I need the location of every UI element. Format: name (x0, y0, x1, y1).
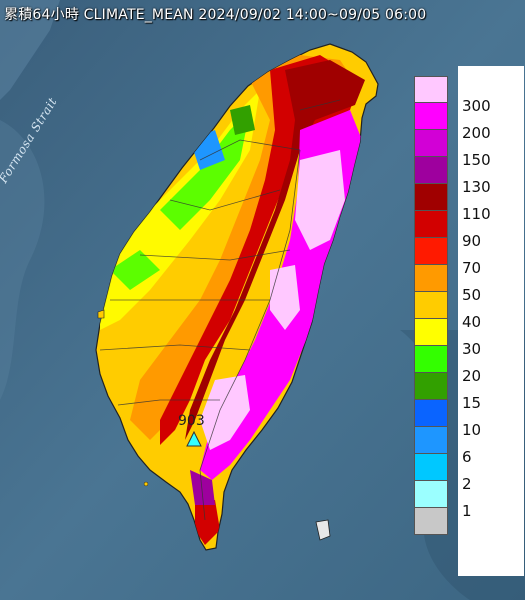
legend-swatch (414, 454, 448, 481)
legend-panel (458, 66, 524, 576)
color-legend (414, 76, 450, 535)
legend-swatch (414, 184, 448, 211)
green-island (315, 519, 331, 541)
legend-label: 300 (462, 97, 491, 115)
legend-label: 150 (462, 151, 491, 169)
legend-label: 20 (462, 367, 482, 385)
legend-label: 70 (462, 259, 482, 277)
legend-label: 90 (462, 232, 482, 250)
legend-swatch (414, 130, 448, 157)
legend-swatch (414, 76, 448, 103)
legend-swatch (414, 346, 448, 373)
legend-label: 10 (462, 421, 482, 439)
legend-swatch (414, 427, 448, 454)
xiaoliuqiu-island (143, 481, 149, 487)
legend-label: 1 (462, 502, 472, 520)
legend-swatch (414, 400, 448, 427)
legend-swatch (414, 508, 448, 535)
legend-swatch (414, 211, 448, 238)
legend-label: 6 (462, 448, 472, 466)
penghu-island (97, 309, 105, 319)
legend-swatch (414, 481, 448, 508)
legend-label: 110 (462, 205, 491, 223)
legend-label: 200 (462, 124, 491, 142)
legend-label: 50 (462, 286, 482, 304)
legend-swatch (414, 238, 448, 265)
triangle-marker-icon (186, 430, 202, 447)
map-title: 累積64小時 CLIMATE_MEAN 2024/09/02 14:00~09/… (4, 7, 427, 23)
legend-swatch (414, 292, 448, 319)
county-boundaries (99, 99, 341, 521)
legend-swatch (414, 103, 448, 130)
legend-label: 15 (462, 394, 482, 412)
legend-swatch (414, 373, 448, 400)
station-label: 903 (178, 413, 205, 429)
legend-label: 130 (462, 178, 491, 196)
legend-swatch (414, 265, 448, 292)
china-coast (0, 0, 60, 100)
legend-label: 30 (462, 340, 482, 358)
legend-label: 2 (462, 475, 472, 493)
sea-relief-left (0, 120, 45, 400)
legend-swatch (414, 157, 448, 184)
legend-swatch (414, 319, 448, 346)
legend-label: 40 (462, 313, 482, 331)
